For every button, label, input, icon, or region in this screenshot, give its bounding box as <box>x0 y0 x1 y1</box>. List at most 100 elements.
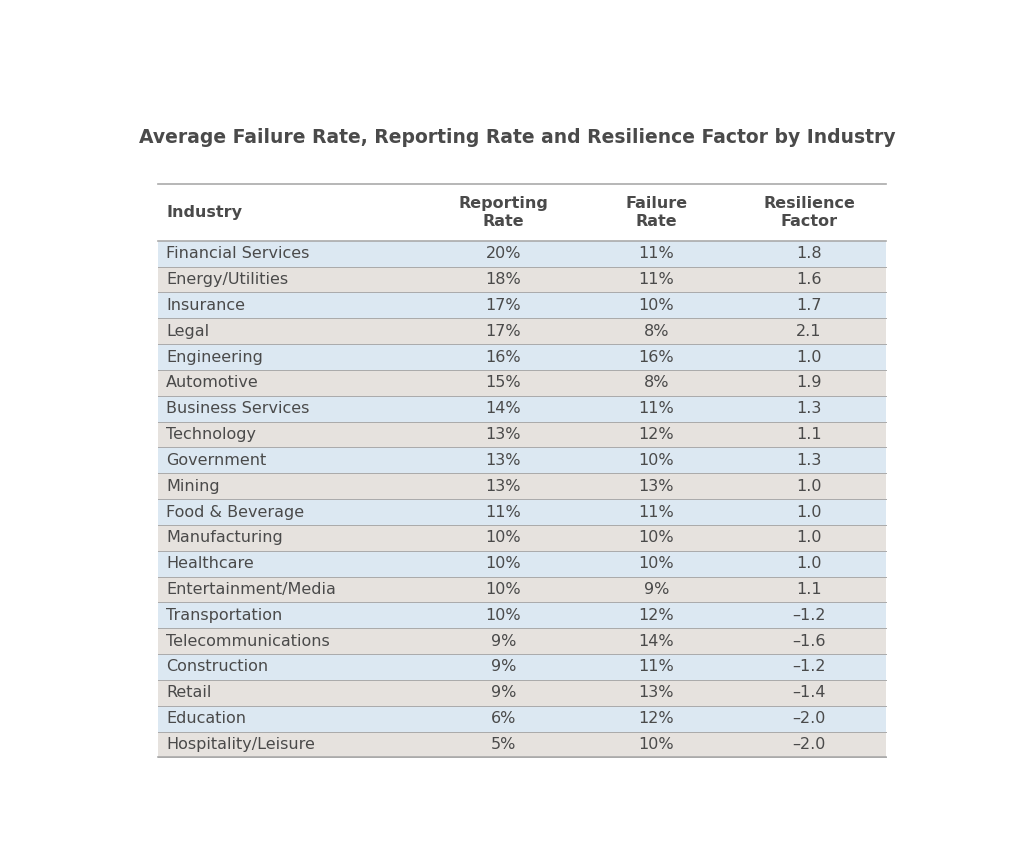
Text: 9%: 9% <box>491 685 516 701</box>
Text: 1.6: 1.6 <box>796 272 822 287</box>
Text: 10%: 10% <box>638 453 674 468</box>
Text: 13%: 13% <box>638 479 674 494</box>
Text: Legal: Legal <box>167 324 209 339</box>
Text: 11%: 11% <box>638 272 674 287</box>
Bar <box>158 396 886 422</box>
Text: 10%: 10% <box>638 298 674 313</box>
Bar <box>158 370 886 396</box>
Text: Manufacturing: Manufacturing <box>167 530 283 546</box>
Text: –1.2: –1.2 <box>792 608 826 623</box>
Text: –2.0: –2.0 <box>793 737 826 752</box>
Bar <box>158 448 886 473</box>
Text: 11%: 11% <box>638 246 674 262</box>
Text: Food & Beverage: Food & Beverage <box>167 505 304 520</box>
Text: Resilience
Factor: Resilience Factor <box>764 197 855 229</box>
Text: Average Failure Rate, Reporting Rate and Resilience Factor by Industry: Average Failure Rate, Reporting Rate and… <box>139 128 896 147</box>
Text: –2.0: –2.0 <box>793 711 826 727</box>
Text: 12%: 12% <box>638 608 674 623</box>
Text: 10%: 10% <box>638 530 674 546</box>
Text: Business Services: Business Services <box>167 401 310 417</box>
Bar <box>158 241 886 267</box>
Text: Industry: Industry <box>167 205 242 220</box>
Text: 1.8: 1.8 <box>796 246 822 262</box>
Text: 13%: 13% <box>638 685 674 701</box>
Text: 10%: 10% <box>486 530 521 546</box>
Bar <box>158 184 886 241</box>
Bar <box>158 525 886 551</box>
Text: 1.9: 1.9 <box>796 375 822 391</box>
Text: 8%: 8% <box>643 375 669 391</box>
Text: Construction: Construction <box>167 660 269 675</box>
Text: 12%: 12% <box>638 711 674 727</box>
Text: Retail: Retail <box>167 685 212 701</box>
Text: 13%: 13% <box>486 479 521 494</box>
Text: 10%: 10% <box>486 608 521 623</box>
Text: 1.0: 1.0 <box>796 350 822 365</box>
Text: Transportation: Transportation <box>167 608 283 623</box>
Text: 17%: 17% <box>486 324 521 339</box>
Text: 1.0: 1.0 <box>796 479 822 494</box>
Text: 6%: 6% <box>491 711 516 727</box>
Bar <box>158 422 886 448</box>
Text: 1.0: 1.0 <box>796 556 822 572</box>
Text: –1.4: –1.4 <box>792 685 826 701</box>
Text: 10%: 10% <box>638 737 674 752</box>
Text: 17%: 17% <box>486 298 521 313</box>
Text: Education: Education <box>167 711 246 727</box>
Text: 1.1: 1.1 <box>796 582 822 597</box>
Text: 13%: 13% <box>486 427 521 442</box>
Bar <box>158 654 886 680</box>
Text: 2.1: 2.1 <box>796 324 822 339</box>
Text: Reporting
Rate: Reporting Rate <box>459 197 548 229</box>
Text: 11%: 11% <box>638 660 674 675</box>
Bar <box>158 267 886 293</box>
Bar <box>158 293 886 319</box>
Text: Telecommunications: Telecommunications <box>167 634 330 649</box>
Text: Entertainment/Media: Entertainment/Media <box>167 582 336 597</box>
Text: 10%: 10% <box>486 582 521 597</box>
Text: 1.1: 1.1 <box>796 427 822 442</box>
Text: Energy/Utilities: Energy/Utilities <box>167 272 289 287</box>
Text: 1.3: 1.3 <box>797 453 822 468</box>
Text: Insurance: Insurance <box>167 298 245 313</box>
Text: 15%: 15% <box>486 375 521 391</box>
Bar <box>158 473 886 499</box>
Text: Hospitality/Leisure: Hospitality/Leisure <box>167 737 315 752</box>
Text: Engineering: Engineering <box>167 350 264 365</box>
Bar <box>158 319 886 344</box>
Text: 11%: 11% <box>638 401 674 417</box>
Text: 11%: 11% <box>486 505 521 520</box>
Bar <box>158 706 886 732</box>
Text: 10%: 10% <box>486 556 521 572</box>
Text: 12%: 12% <box>638 427 674 442</box>
Text: Mining: Mining <box>167 479 220 494</box>
Text: 11%: 11% <box>638 505 674 520</box>
Bar <box>158 577 886 603</box>
Text: 16%: 16% <box>486 350 521 365</box>
Text: Healthcare: Healthcare <box>167 556 255 572</box>
Text: 1.0: 1.0 <box>796 505 822 520</box>
Text: 18%: 18% <box>486 272 521 287</box>
Text: –1.6: –1.6 <box>792 634 826 649</box>
Text: 9%: 9% <box>491 660 516 675</box>
Bar <box>158 344 886 370</box>
Text: 13%: 13% <box>486 453 521 468</box>
Text: 14%: 14% <box>638 634 674 649</box>
Bar <box>158 551 886 577</box>
Text: –1.2: –1.2 <box>792 660 826 675</box>
Text: Automotive: Automotive <box>167 375 259 391</box>
Text: 10%: 10% <box>638 556 674 572</box>
Text: Technology: Technology <box>167 427 257 442</box>
Text: 14%: 14% <box>486 401 521 417</box>
Text: 20%: 20% <box>486 246 521 262</box>
Bar <box>158 732 886 758</box>
Text: 9%: 9% <box>491 634 516 649</box>
Text: Government: Government <box>167 453 267 468</box>
Text: 1.3: 1.3 <box>797 401 822 417</box>
Bar <box>158 499 886 525</box>
Text: 9%: 9% <box>643 582 669 597</box>
Text: Failure
Rate: Failure Rate <box>625 197 687 229</box>
Text: Financial Services: Financial Services <box>167 246 310 262</box>
Bar <box>158 628 886 654</box>
Text: 5%: 5% <box>491 737 516 752</box>
